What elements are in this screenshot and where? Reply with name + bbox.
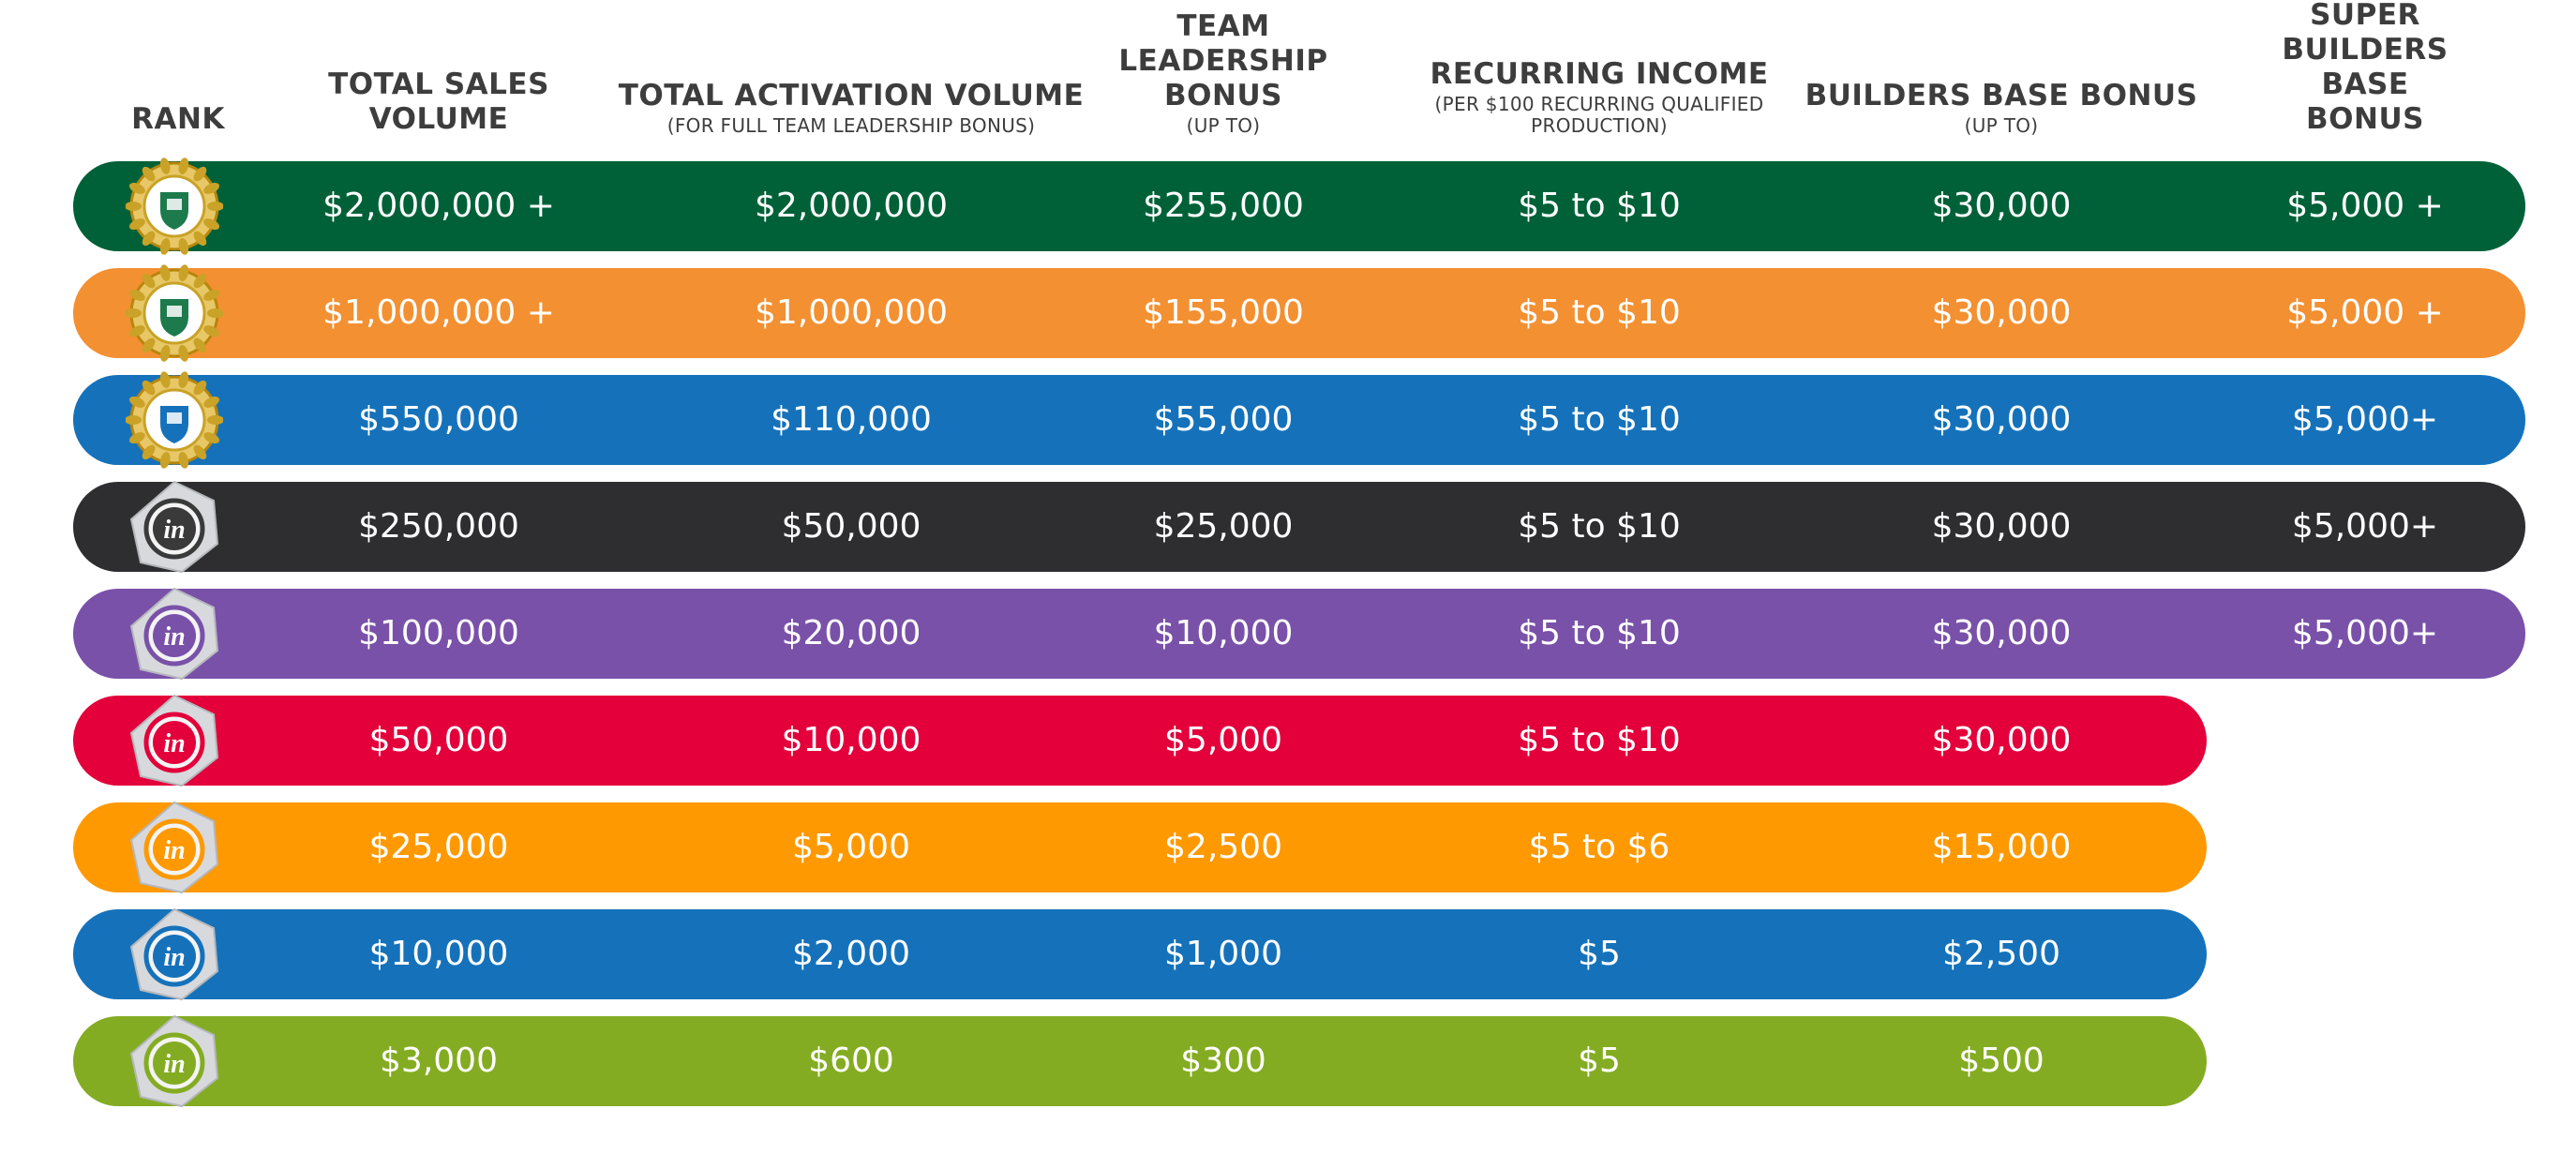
cell-team-leadership-bonus: $1,000: [1164, 935, 1282, 973]
cell-builders-base-bonus: $30,000: [1931, 507, 2072, 546]
cell-recurring-income: $5 to $6: [1528, 828, 1670, 866]
svg-text:in: in: [163, 622, 185, 652]
cell-total-activation-volume: $20,000: [781, 614, 921, 652]
cell-builders-base-bonus: $30,000: [1931, 187, 2072, 225]
cell-total-activation-volume: $5,000: [792, 828, 910, 866]
cell-team-leadership-bonus: $2,500: [1164, 828, 1282, 866]
column-header-sublabel: (UP TO): [1186, 114, 1261, 137]
cell-builders-base-bonus: $15,000: [1931, 828, 2072, 866]
cell-super-builders-base-bonus: $5,000+: [2291, 507, 2439, 546]
cell-builders-base-bonus: $30,000: [1931, 614, 2072, 652]
cell-total-sales-volume: $100,000: [358, 614, 519, 652]
hexagon-in-green-icon: in: [126, 1012, 223, 1110]
cell-recurring-income: $5 to $10: [1518, 507, 1681, 546]
cell-super-builders-base-bonus: $5,000+: [2291, 614, 2439, 652]
column-header-label: BUILDERS BASE BONUS: [1805, 79, 2198, 112]
cell-super-builders-base-bonus: $5,000 +: [2286, 187, 2444, 225]
cell-recurring-income: $5 to $10: [1518, 400, 1681, 439]
cell-super-builders-base-bonus: $5,000 +: [2286, 293, 2444, 332]
hexagon-in-blue-icon: in: [126, 906, 223, 1003]
cell-builders-base-bonus: $30,000: [1931, 293, 2072, 332]
cell-recurring-income: $5: [1578, 935, 1621, 973]
hexagon-in-purple-icon: in: [126, 585, 223, 682]
hexagon-in-orange-icon: in: [126, 799, 223, 896]
crest-gold-icon: [126, 157, 223, 255]
rank-row: $250,000 $50,000 $25,000 $5 to $10 $30,000 $5…: [73, 482, 2525, 572]
column-header-rank: RANK: [131, 0, 225, 159]
cell-total-activation-volume: $10,000: [781, 721, 921, 759]
rank-row: $25,000 $5,000 $2,500 $5 to $6 $15,000: [73, 802, 2207, 892]
cell-recurring-income: $5 to $10: [1518, 721, 1681, 759]
column-header-sublabel: (UP TO): [1964, 114, 2039, 137]
cell-builders-base-bonus: $2,500: [1942, 935, 2060, 973]
table-header: RANK TOTAL SALES VOLUME TOTAL ACTIVATION V…: [0, 0, 2576, 159]
cell-total-sales-volume: $1,000,000 +: [322, 293, 555, 332]
column-header-label: TOTAL ACTIVATION VOLUME: [618, 79, 1085, 112]
rank-row: $2,000,000 + $2,000,000 $255,000 $5 to $10 $…: [73, 161, 2525, 251]
column-header-builders-base-bonus: BUILDERS BASE BONUS (UP TO): [1805, 0, 2198, 159]
column-header-total-sales-volume: TOTAL SALES VOLUME: [328, 0, 549, 159]
rank-row: $3,000 $600 $300 $5 $500: [73, 1016, 2207, 1106]
cell-total-activation-volume: $2,000: [792, 935, 910, 973]
cell-super-builders-base-bonus: $5,000+: [2291, 400, 2439, 439]
cell-total-sales-volume: $25,000: [368, 828, 509, 866]
cell-total-sales-volume: $50,000: [368, 721, 509, 759]
cell-total-sales-volume: $550,000: [358, 400, 519, 439]
cell-builders-base-bonus: $30,000: [1931, 400, 2072, 439]
cell-total-sales-volume: $250,000: [358, 507, 519, 546]
cell-builders-base-bonus: $30,000: [1931, 721, 2072, 759]
hexagon-in-black-icon: in: [126, 478, 223, 576]
column-header-total-activation-volume: TOTAL ACTIVATION VOLUME (FOR FULL TEAM LE…: [619, 0, 1085, 159]
column-header-super-builders-base-bonus: SUPER BUILDERS BASE BONUS: [2260, 0, 2471, 159]
rank-row: $10,000 $2,000 $1,000 $5 $2,500: [73, 909, 2207, 999]
hexagon-in-red-icon: in: [126, 692, 223, 789]
cell-total-sales-volume: $2,000,000 +: [322, 187, 555, 225]
cell-total-activation-volume: $1,000,000: [754, 293, 949, 332]
column-header-team-leadership-bonus: TEAM LEADERSHIP BONUS (UP TO): [1118, 0, 1327, 159]
svg-text:in: in: [163, 516, 185, 545]
column-header-label: RECURRING INCOME: [1430, 57, 1769, 91]
cell-recurring-income: $5 to $10: [1518, 614, 1681, 652]
cell-total-sales-volume: $3,000: [380, 1042, 498, 1080]
cell-team-leadership-bonus: $55,000: [1153, 400, 1294, 439]
cell-recurring-income: $5 to $10: [1518, 187, 1681, 225]
svg-text:in: in: [163, 729, 185, 758]
column-header-recurring-income: RECURRING INCOME (PER $100 RECURRING QUAL…: [1430, 0, 1768, 159]
cell-team-leadership-bonus: $300: [1180, 1042, 1266, 1080]
cell-recurring-income: $5 to $10: [1518, 293, 1681, 332]
rank-row: $550,000 $110,000 $55,000 $5 to $10 $30,000 $…: [73, 375, 2525, 465]
cell-total-activation-volume: $2,000,000: [754, 187, 949, 225]
rank-row: $100,000 $20,000 $10,000 $5 to $10 $30,000 $5…: [73, 589, 2525, 679]
svg-text:in: in: [163, 943, 185, 972]
cell-team-leadership-bonus: $155,000: [1143, 293, 1304, 332]
crest-gold-icon: [126, 264, 223, 362]
cell-recurring-income: $5: [1578, 1042, 1621, 1080]
crest-blue-icon: [126, 371, 223, 469]
column-header-label: TOTAL SALES VOLUME: [328, 67, 549, 136]
column-header-label: SUPER BUILDERS BASE BONUS: [2282, 0, 2449, 136]
cell-builders-base-bonus: $500: [1958, 1042, 2044, 1080]
cell-team-leadership-bonus: $5,000: [1164, 721, 1282, 759]
svg-text:in: in: [163, 1050, 185, 1079]
column-header-sublabel: (PER $100 RECURRING QUALIFIED PRODUCTION…: [1434, 93, 1764, 137]
cell-team-leadership-bonus: $10,000: [1153, 614, 1294, 652]
column-header-label: TEAM LEADERSHIP BONUS: [1118, 9, 1328, 112]
cell-total-activation-volume: $50,000: [781, 507, 921, 546]
svg-text:in: in: [163, 836, 185, 865]
cell-total-sales-volume: $10,000: [368, 935, 509, 973]
cell-total-activation-volume: $110,000: [771, 400, 932, 439]
cell-total-activation-volume: $600: [808, 1042, 894, 1080]
cell-team-leadership-bonus: $25,000: [1153, 507, 1294, 546]
rank-row: $1,000,000 + $1,000,000 $155,000 $5 to $10 $…: [73, 268, 2525, 358]
rank-row: $50,000 $10,000 $5,000 $5 to $10 $30,000: [73, 696, 2207, 786]
column-header-label: RANK: [131, 102, 225, 136]
cell-team-leadership-bonus: $255,000: [1143, 187, 1304, 225]
column-header-sublabel: (FOR FULL TEAM LEADERSHIP BONUS): [666, 114, 1036, 137]
